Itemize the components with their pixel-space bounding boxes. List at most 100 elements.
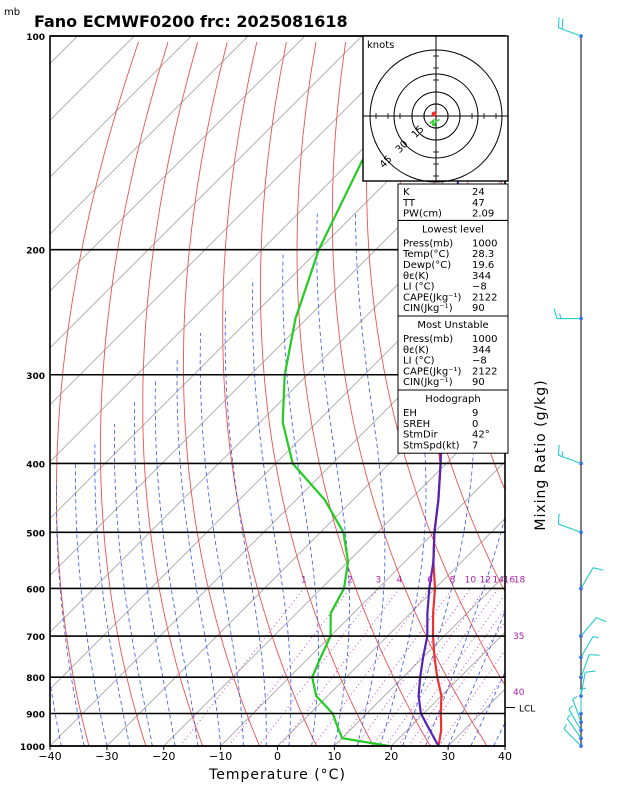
isotherm-line	[333, 574, 505, 746]
wind-barb-staff	[580, 672, 586, 696]
most-unstable-value: 90	[472, 377, 485, 388]
storm-motion-marker	[431, 111, 437, 117]
dry-adiabat-line	[331, 42, 488, 746]
moist-adiabat-line	[114, 424, 153, 746]
index-basic-key: TT	[402, 198, 416, 209]
moist-adiabat-line	[133, 402, 176, 746]
wind-barb-staff	[580, 636, 594, 658]
y-tick-label: 800	[26, 674, 45, 684]
dry-adiabat-line	[493, 42, 505, 211]
chart-title: Fano ECMWF0200 frc: 2025081618	[34, 12, 348, 31]
dry-adiabat-line	[296, 42, 431, 746]
mixing-ratio-line	[280, 588, 400, 746]
x-tick-label: −40	[38, 750, 61, 763]
wind-barb-half-flag	[566, 714, 571, 719]
mixing-ratio-line	[438, 649, 505, 746]
y-tick-label: 900	[26, 711, 45, 721]
hodograph-trace	[429, 118, 440, 127]
mixing-ratio-axis-label: Mixing Ratio (g/kg)	[533, 379, 549, 530]
isotherm-line	[50, 36, 79, 65]
index-table-box	[397, 315, 509, 391]
x-tick-label: 10	[327, 750, 341, 763]
wind-barb	[566, 714, 583, 740]
isotherm-line	[50, 119, 505, 576]
wind-barb-flag	[589, 654, 600, 656]
index-table-box	[397, 183, 509, 221]
hodograph-index-value: 42°	[472, 430, 490, 441]
moist-adiabat-line	[316, 213, 350, 746]
isotherm-line	[50, 36, 249, 235]
most-unstable-value: 344	[472, 345, 491, 356]
moist-adiabat-line	[282, 252, 319, 746]
dry-adiabat-line	[612, 42, 618, 761]
mixing-ratio-line	[417, 620, 505, 746]
wind-barb	[553, 308, 583, 321]
isotherm-line	[50, 233, 505, 690]
x-tick-label: −20	[152, 750, 175, 763]
lowest-level-key: LI (°C)	[403, 282, 435, 293]
dry-adiabat-line	[142, 41, 204, 746]
isotherm-line	[50, 176, 505, 633]
wind-barb-flag	[561, 18, 564, 30]
y-tick-label: 700	[26, 633, 45, 643]
lcl-label: LCL	[519, 705, 535, 715]
side-number-label: 40	[513, 688, 525, 698]
most-unstable-value: 1000	[472, 334, 497, 345]
lowest-level-value: 1000	[472, 238, 497, 249]
mixing-ratio-label: 2	[347, 575, 353, 585]
most-unstable-key: θε(K)	[403, 345, 429, 356]
mixing-ratio-line	[397, 593, 505, 746]
moist-adiabat-line	[379, 213, 427, 746]
y-tick-label: 1000	[20, 743, 45, 753]
moist-adiabat-line	[493, 721, 505, 746]
wind-barb	[557, 444, 583, 466]
wind-barb	[579, 654, 600, 679]
moist-adiabat-line	[176, 359, 221, 746]
hodograph-unit-label: knots	[367, 40, 394, 51]
dry-adiabat-line	[56, 41, 139, 746]
dry-adiabat-line	[260, 42, 374, 746]
lowest-level-key: Press(mb)	[403, 238, 453, 249]
index-table-box	[397, 219, 509, 317]
wind-barb-flag	[596, 617, 607, 623]
y-tick-label: 400	[26, 460, 45, 470]
hodograph-title: Hodograph	[425, 394, 480, 405]
wind-barb	[579, 617, 607, 638]
mixing-ratio-label: 8	[450, 575, 456, 585]
lowest-level-value: 2122	[472, 292, 497, 303]
isotherm-line	[50, 36, 136, 122]
wind-barb-staff	[580, 654, 590, 678]
mixing-ratio-label: 3	[376, 575, 382, 585]
hodograph-index-key: SREH	[403, 419, 430, 430]
wind-barb-staff	[580, 567, 594, 589]
wind-barb-flag	[553, 308, 558, 319]
isotherm-line	[50, 36, 420, 406]
mixing-ratio-label: 1	[301, 575, 307, 585]
wind-barb-flag	[557, 513, 560, 525]
mixing-ratio-label: 12	[480, 575, 491, 585]
wind-barb-staff	[580, 617, 597, 637]
x-tick-label: −10	[209, 750, 232, 763]
dry-adiabat-line	[366, 42, 505, 687]
moist-adiabat-line	[50, 679, 62, 746]
wind-barb	[579, 635, 599, 660]
wind-barb	[579, 670, 596, 698]
moist-adiabat-line	[94, 444, 130, 746]
mixing-ratio-line	[455, 673, 505, 746]
index-basic-value: 2.09	[472, 209, 494, 220]
y-tick-label: 600	[26, 585, 45, 595]
isotherm-line	[276, 517, 505, 746]
hodograph-index-value: 7	[472, 440, 478, 451]
y-tick-label: 100	[26, 33, 45, 43]
isotherm-line	[390, 631, 505, 746]
index-table-box	[397, 389, 509, 454]
lowest-level-value: 28.3	[472, 249, 494, 260]
most-unstable-value: 2122	[472, 366, 497, 377]
lowest-level-key: Temp(°C)	[402, 249, 450, 260]
mixing-ratio-label: 18	[514, 575, 526, 585]
dry-adiabat-line	[583, 42, 618, 761]
mixing-ratio-label: 4	[397, 575, 403, 585]
wind-barb-staff	[572, 699, 582, 723]
moist-adiabat-line	[470, 671, 505, 746]
x-axis-label: Temperature (°C)	[208, 767, 346, 783]
